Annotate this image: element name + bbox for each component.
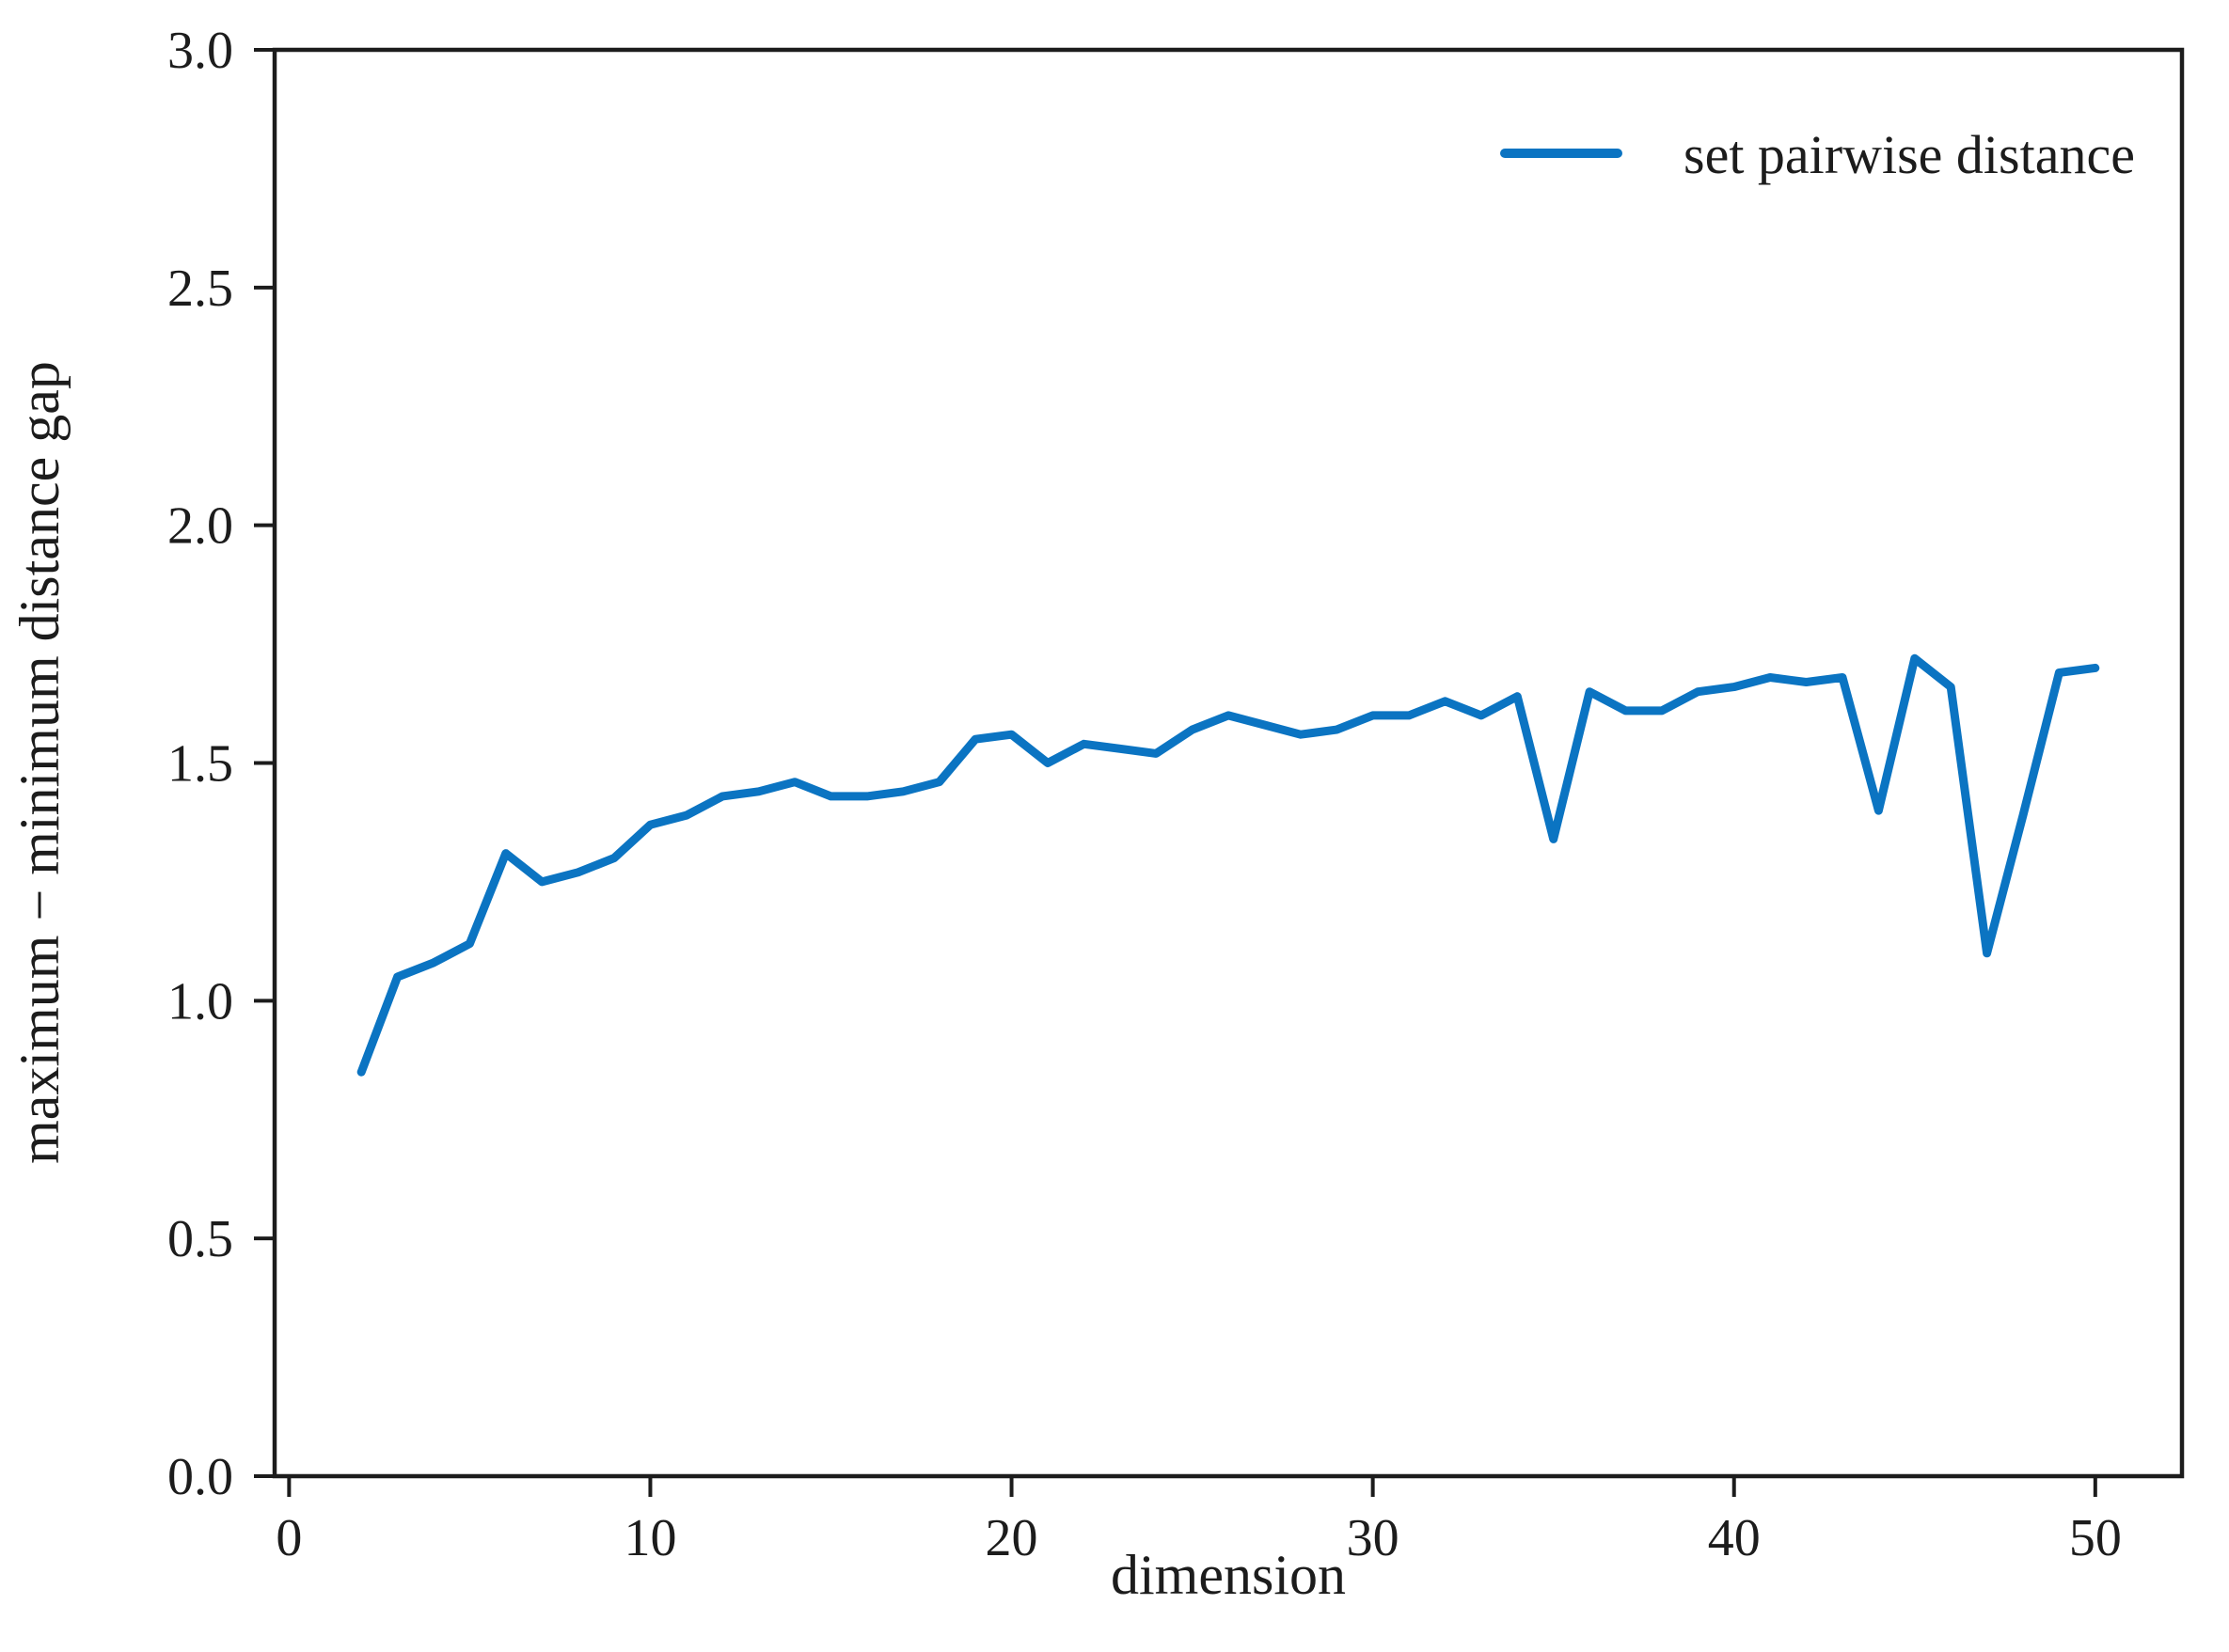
x-tick-label: 40 xyxy=(1708,1509,1761,1567)
y-tick-label: 0.5 xyxy=(167,1210,233,1268)
x-tick-label: 10 xyxy=(624,1509,676,1567)
x-axis-ticks xyxy=(287,1476,2097,1497)
y-tick-label: 2.5 xyxy=(167,260,233,318)
y-axis-tick-labels: 0.0 0.5 1.0 1.5 2.0 2.5 3.0 xyxy=(167,22,233,1506)
x-tick-label: 0 xyxy=(276,1509,302,1567)
x-tick-label: 20 xyxy=(986,1509,1038,1567)
legend: set pairwise distance xyxy=(1500,124,2135,185)
y-axis-label: maximum − minimum distance gap xyxy=(8,361,71,1164)
legend-label: set pairwise distance xyxy=(1684,124,2135,185)
y-axis-ticks xyxy=(254,48,275,1478)
y-tick-label: 3.0 xyxy=(167,22,233,80)
x-axis-label: dimension xyxy=(1111,1544,1346,1606)
plot-border xyxy=(272,47,2185,1479)
y-tick-label: 1.5 xyxy=(167,735,233,794)
x-tick-label: 50 xyxy=(2069,1509,2122,1567)
series-line-set-pairwise-distance xyxy=(356,653,2100,1077)
x-axis-tick-labels: 0 10 20 30 40 50 xyxy=(276,1509,2121,1567)
y-tick-label: 1.0 xyxy=(167,972,233,1031)
y-tick-label: 2.0 xyxy=(167,497,233,556)
y-tick-label: 0.0 xyxy=(167,1448,233,1506)
x-tick-label: 30 xyxy=(1347,1509,1399,1567)
